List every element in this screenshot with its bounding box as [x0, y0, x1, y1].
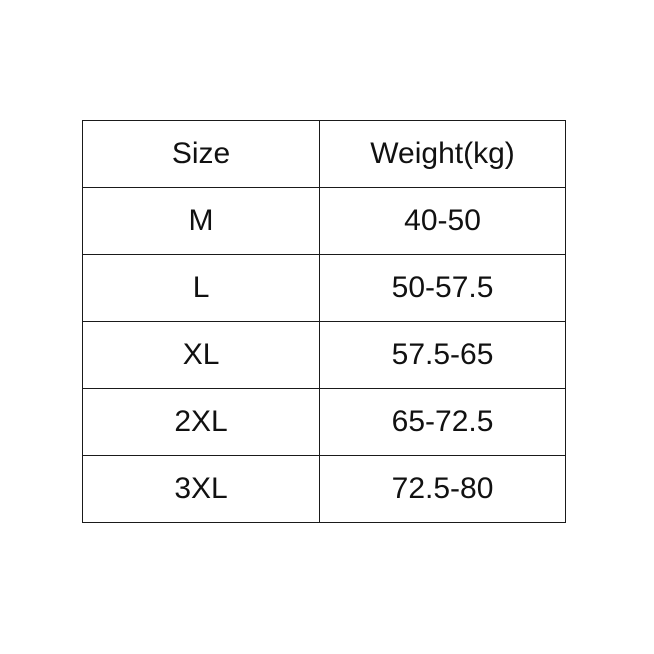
- weight-cell: 50-57.5: [319, 254, 566, 322]
- table-row: 2XL 65-72.5: [81, 388, 566, 456]
- weight-cell: 57.5-65: [319, 321, 566, 389]
- weight-cell: 40-50: [319, 187, 566, 255]
- size-cell: XL: [81, 321, 321, 389]
- table-header-row: Size Weight(kg): [81, 120, 566, 188]
- table-row: M 40-50: [81, 187, 566, 255]
- table-row: XL 57.5-65: [81, 321, 566, 389]
- weight-cell: 65-72.5: [319, 388, 566, 456]
- size-cell: 2XL: [81, 388, 321, 456]
- size-cell: 3XL: [81, 455, 321, 523]
- weight-cell: 72.5-80: [319, 455, 566, 523]
- table-row: L 50-57.5: [81, 254, 566, 322]
- header-weight: Weight(kg): [319, 120, 566, 188]
- size-cell: L: [81, 254, 321, 322]
- size-cell: M: [81, 187, 321, 255]
- table-row: 3XL 72.5-80: [81, 455, 566, 523]
- size-chart-table: Size Weight(kg) M 40-50 L 50-57.5 XL 57.…: [81, 120, 566, 523]
- header-size: Size: [81, 120, 321, 188]
